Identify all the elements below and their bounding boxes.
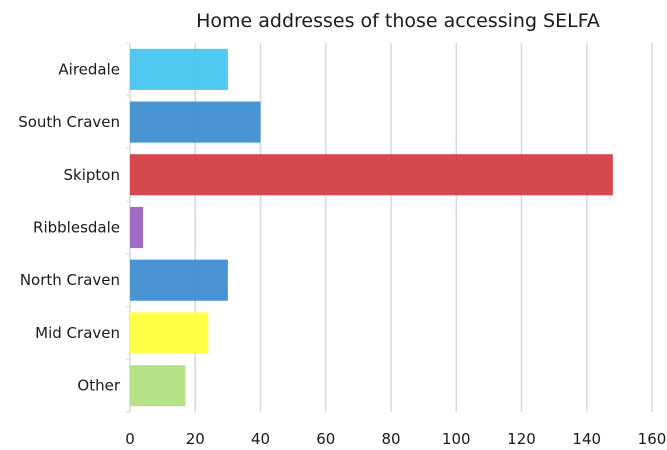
- category-label: Mid Craven: [35, 324, 120, 342]
- chart-title: Home addresses of those accessing SELFA: [196, 10, 600, 32]
- bar-south-craven: [130, 101, 261, 143]
- bar-ribblesdale: [130, 206, 144, 249]
- category-labels: Airedale South Craven Skipton Ribblesdale No…: [18, 60, 121, 394]
- category-label: Airedale: [58, 60, 120, 78]
- bar-airedale: [130, 48, 228, 90]
- x-tick-label: 100: [442, 430, 471, 448]
- bar-mid-craven: [130, 312, 209, 354]
- category-label: Ribblesdale: [33, 219, 120, 237]
- category-label: Other: [77, 377, 120, 395]
- x-axis-tick-labels: 0 20 40 60 80 100 120 140 160: [125, 430, 666, 448]
- x-tick-label: 140: [572, 430, 601, 448]
- x-tick-label: 40: [251, 430, 270, 448]
- gridlines: [126, 42, 653, 413]
- bar-other: [130, 365, 186, 407]
- bars: [130, 48, 613, 407]
- x-tick-label: 160: [638, 430, 667, 448]
- bar-skipton: [130, 154, 613, 196]
- x-tick-label: 20: [186, 430, 205, 448]
- x-tick-label: 60: [316, 430, 335, 448]
- x-tick-label: 120: [507, 430, 536, 448]
- category-label: South Craven: [18, 113, 120, 131]
- bar-north-craven: [130, 259, 228, 301]
- category-label: Skipton: [64, 166, 120, 184]
- category-label: North Craven: [20, 271, 120, 289]
- x-tick-label: 80: [381, 430, 400, 448]
- x-tick-label: 0: [125, 430, 135, 448]
